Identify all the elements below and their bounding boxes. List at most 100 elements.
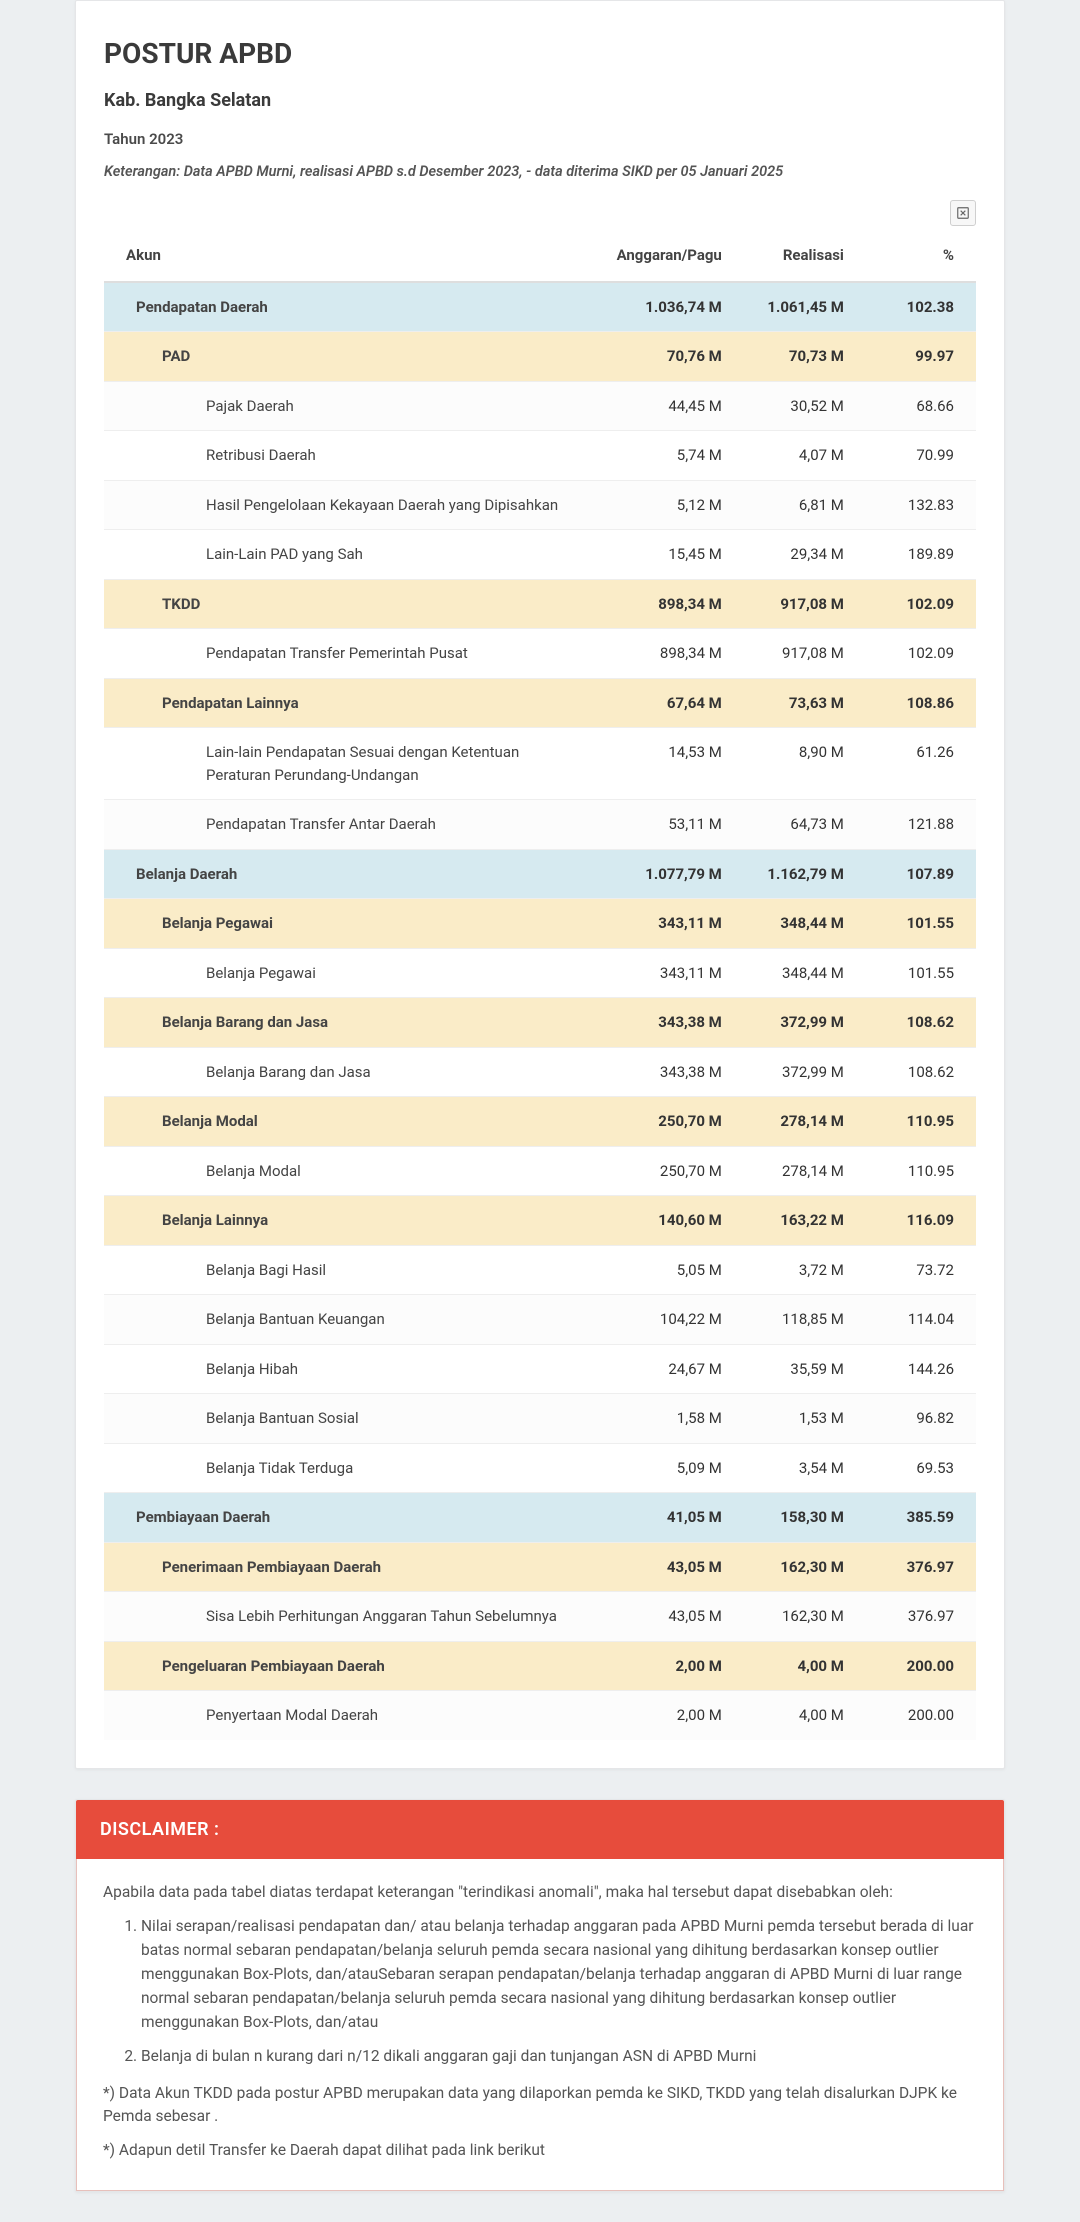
cell-pct: 144.26 bbox=[854, 1344, 976, 1394]
cell-akun: Belanja Daerah bbox=[104, 849, 584, 899]
cell-realisasi: 29,34 M bbox=[732, 530, 854, 580]
col-realisasi: Realisasi bbox=[732, 230, 854, 282]
cell-anggaran: 67,64 M bbox=[584, 678, 732, 728]
table-row: Pembiayaan Daerah41,05 M158,30 M385.59 bbox=[104, 1493, 976, 1543]
cell-realisasi: 158,30 M bbox=[732, 1493, 854, 1543]
cell-pct: 114.04 bbox=[854, 1295, 976, 1345]
cell-anggaran: 2,00 M bbox=[584, 1691, 732, 1740]
cell-akun: Belanja Bagi Hasil bbox=[104, 1245, 584, 1295]
cell-anggaran: 343,38 M bbox=[584, 998, 732, 1048]
cell-anggaran: 53,11 M bbox=[584, 800, 732, 850]
cell-anggaran: 250,70 M bbox=[584, 1097, 732, 1147]
cell-pct: 101.55 bbox=[854, 899, 976, 949]
cell-anggaran: 2,00 M bbox=[584, 1641, 732, 1691]
table-row: Sisa Lebih Perhitungan Anggaran Tahun Se… bbox=[104, 1592, 976, 1642]
cell-pct: 96.82 bbox=[854, 1394, 976, 1444]
cell-akun: Belanja Pegawai bbox=[104, 948, 584, 998]
cell-realisasi: 162,30 M bbox=[732, 1542, 854, 1592]
cell-realisasi: 372,99 M bbox=[732, 998, 854, 1048]
cell-pct: 110.95 bbox=[854, 1146, 976, 1196]
cell-anggaran: 41,05 M bbox=[584, 1493, 732, 1543]
table-row: Belanja Barang dan Jasa343,38 M372,99 M1… bbox=[104, 1047, 976, 1097]
table-row: Pajak Daerah44,45 M30,52 M68.66 bbox=[104, 381, 976, 431]
cell-pct: 376.97 bbox=[854, 1542, 976, 1592]
cell-akun: Lain-Lain PAD yang Sah bbox=[104, 530, 584, 580]
cell-anggaran: 5,09 M bbox=[584, 1443, 732, 1493]
cell-realisasi: 70,73 M bbox=[732, 332, 854, 382]
cell-realisasi: 1.162,79 M bbox=[732, 849, 854, 899]
col-pct: % bbox=[854, 230, 976, 282]
cell-pct: 200.00 bbox=[854, 1641, 976, 1691]
cell-anggaran: 343,38 M bbox=[584, 1047, 732, 1097]
cell-akun: Belanja Modal bbox=[104, 1146, 584, 1196]
cell-anggaran: 5,12 M bbox=[584, 480, 732, 530]
cell-pct: 132.83 bbox=[854, 480, 976, 530]
cell-realisasi: 4,07 M bbox=[732, 431, 854, 481]
cell-realisasi: 6,81 M bbox=[732, 480, 854, 530]
disclaimer-list: Nilai serapan/realisasi pendapatan dan/ … bbox=[103, 1914, 977, 2068]
table-row: Belanja Bantuan Keuangan104,22 M118,85 M… bbox=[104, 1295, 976, 1345]
cell-anggaran: 250,70 M bbox=[584, 1146, 732, 1196]
cell-pct: 376.97 bbox=[854, 1592, 976, 1642]
year-line: Tahun 2023 bbox=[104, 128, 976, 151]
table-row: Belanja Bagi Hasil5,05 M3,72 M73.72 bbox=[104, 1245, 976, 1295]
table-row: Lain-Lain PAD yang Sah15,45 M29,34 M189.… bbox=[104, 530, 976, 580]
cell-akun: TKDD bbox=[104, 579, 584, 629]
cell-anggaran: 15,45 M bbox=[584, 530, 732, 580]
cell-pct: 385.59 bbox=[854, 1493, 976, 1543]
cell-akun: Pengeluaran Pembiayaan Daerah bbox=[104, 1641, 584, 1691]
cell-akun: Pembiayaan Daerah bbox=[104, 1493, 584, 1543]
cell-anggaran: 898,34 M bbox=[584, 579, 732, 629]
cell-akun: Belanja Tidak Terduga bbox=[104, 1443, 584, 1493]
cell-akun: Pendapatan Transfer Antar Daerah bbox=[104, 800, 584, 850]
cell-realisasi: 118,85 M bbox=[732, 1295, 854, 1345]
cell-pct: 189.89 bbox=[854, 530, 976, 580]
cell-akun: Pajak Daerah bbox=[104, 381, 584, 431]
disclaimer-note1: *) Data Akun TKDD pada postur APBD merup… bbox=[103, 2082, 977, 2129]
cell-akun: Pendapatan Lainnya bbox=[104, 678, 584, 728]
cell-pct: 110.95 bbox=[854, 1097, 976, 1147]
export-excel-button[interactable] bbox=[950, 200, 976, 226]
cell-akun: PAD bbox=[104, 332, 584, 382]
cell-akun: Belanja Bantuan Sosial bbox=[104, 1394, 584, 1444]
cell-anggaran: 70,76 M bbox=[584, 332, 732, 382]
cell-realisasi: 348,44 M bbox=[732, 948, 854, 998]
table-row: Retribusi Daerah5,74 M4,07 M70.99 bbox=[104, 431, 976, 481]
disclaimer-intro: Apabila data pada tabel diatas terdapat … bbox=[103, 1881, 977, 1904]
cell-akun: Sisa Lebih Perhitungan Anggaran Tahun Se… bbox=[104, 1592, 584, 1642]
cell-realisasi: 64,73 M bbox=[732, 800, 854, 850]
table-row: Penyertaan Modal Daerah2,00 M4,00 M200.0… bbox=[104, 1691, 976, 1740]
excel-icon bbox=[956, 206, 970, 220]
cell-realisasi: 1,53 M bbox=[732, 1394, 854, 1444]
table-row: TKDD898,34 M917,08 M102.09 bbox=[104, 579, 976, 629]
disclaimer-item: Belanja di bulan n kurang dari n/12 dika… bbox=[141, 2044, 977, 2068]
table-row: Belanja Tidak Terduga5,09 M3,54 M69.53 bbox=[104, 1443, 976, 1493]
cell-pct: 102.38 bbox=[854, 282, 976, 332]
cell-pct: 102.09 bbox=[854, 579, 976, 629]
table-row: Belanja Barang dan Jasa343,38 M372,99 M1… bbox=[104, 998, 976, 1048]
cell-pct: 102.09 bbox=[854, 629, 976, 679]
cell-anggaran: 1.077,79 M bbox=[584, 849, 732, 899]
disclaimer-item: Nilai serapan/realisasi pendapatan dan/ … bbox=[141, 1914, 977, 2034]
page-title: POSTUR APBD bbox=[104, 33, 976, 75]
table-row: Belanja Lainnya140,60 M163,22 M116.09 bbox=[104, 1196, 976, 1246]
cell-pct: 200.00 bbox=[854, 1691, 976, 1740]
table-row: Pengeluaran Pembiayaan Daerah2,00 M4,00 … bbox=[104, 1641, 976, 1691]
cell-akun: Belanja Barang dan Jasa bbox=[104, 998, 584, 1048]
cell-akun: Penerimaan Pembiayaan Daerah bbox=[104, 1542, 584, 1592]
region-subtitle: Kab. Bangka Selatan bbox=[104, 87, 976, 114]
cell-anggaran: 1,58 M bbox=[584, 1394, 732, 1444]
cell-realisasi: 3,54 M bbox=[732, 1443, 854, 1493]
cell-pct: 70.99 bbox=[854, 431, 976, 481]
cell-akun: Belanja Modal bbox=[104, 1097, 584, 1147]
cell-realisasi: 35,59 M bbox=[732, 1344, 854, 1394]
cell-realisasi: 917,08 M bbox=[732, 579, 854, 629]
table-row: Pendapatan Transfer Pemerintah Pusat898,… bbox=[104, 629, 976, 679]
table-row: Lain-lain Pendapatan Sesuai dengan Keten… bbox=[104, 728, 976, 800]
cell-realisasi: 917,08 M bbox=[732, 629, 854, 679]
postur-card: POSTUR APBD Kab. Bangka Selatan Tahun 20… bbox=[75, 0, 1005, 1769]
cell-realisasi: 348,44 M bbox=[732, 899, 854, 949]
table-row: Penerimaan Pembiayaan Daerah43,05 M162,3… bbox=[104, 1542, 976, 1592]
table-row: Belanja Pegawai343,11 M348,44 M101.55 bbox=[104, 899, 976, 949]
cell-anggaran: 44,45 M bbox=[584, 381, 732, 431]
